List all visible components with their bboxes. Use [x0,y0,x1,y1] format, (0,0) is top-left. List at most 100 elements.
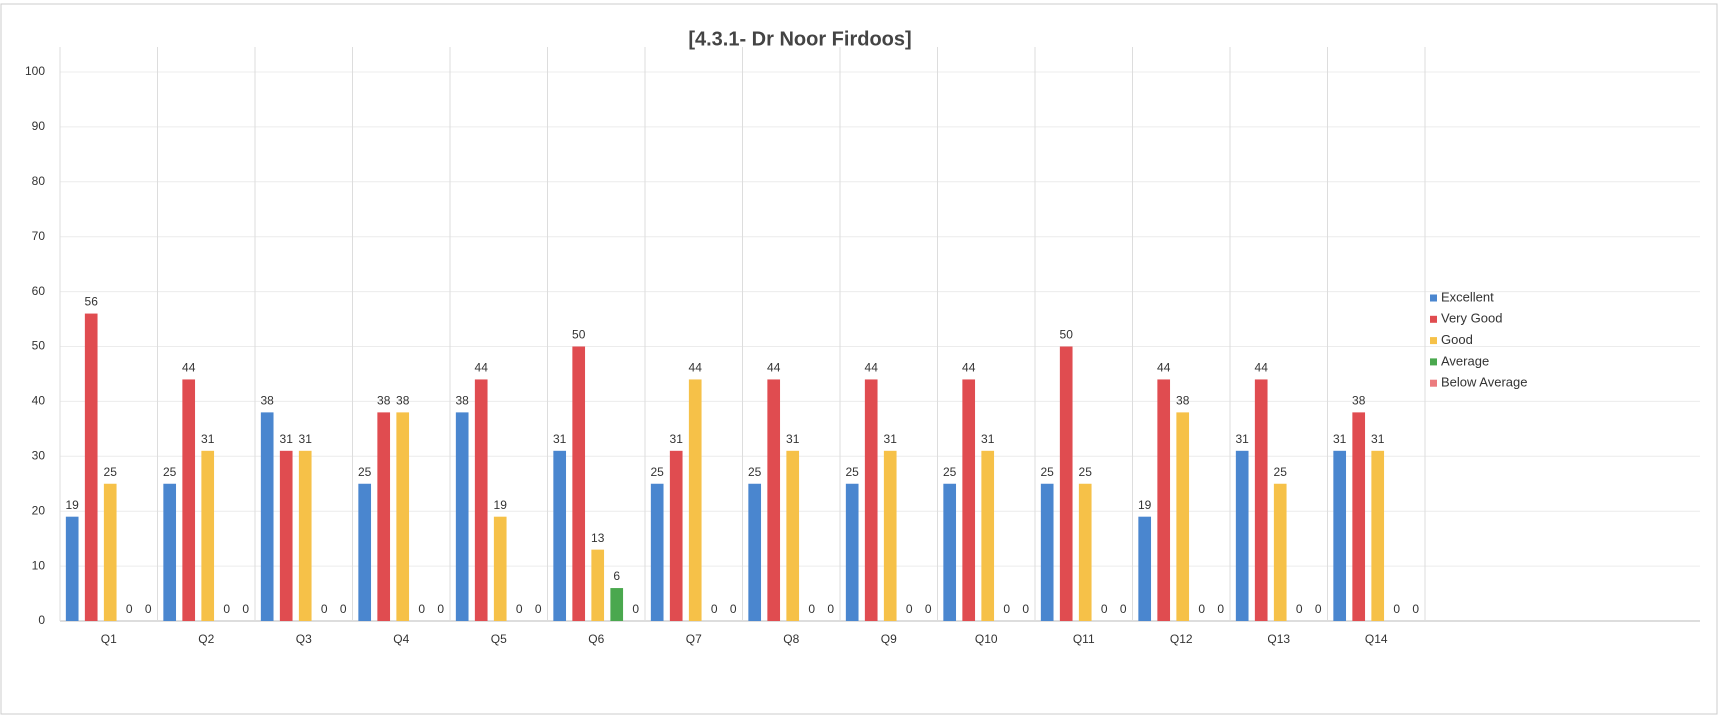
data-label: 0 [1393,602,1400,616]
y-tick-label: 30 [32,448,46,462]
legend-swatch [1430,337,1437,345]
data-label: 0 [1120,602,1127,616]
data-label: 13 [591,531,605,545]
data-label: 38 [261,394,275,408]
legend-swatch [1430,379,1437,387]
data-label: 0 [827,602,834,616]
data-label: 38 [1352,394,1366,408]
bar [864,379,878,621]
bar [455,412,469,621]
bar [1040,483,1054,621]
data-label: 38 [377,394,391,408]
data-label: 19 [1138,498,1152,512]
bar [396,412,410,621]
bar [474,379,488,621]
bar [962,379,976,621]
data-label: 19 [66,498,80,512]
data-label: 31 [670,432,684,446]
data-label: 0 [418,602,425,616]
data-label: 25 [104,465,118,479]
legend-label: Average [1441,353,1489,368]
data-label: 25 [1274,465,1288,479]
bar [298,450,312,621]
y-tick-label: 90 [32,119,46,133]
bar [1138,516,1152,621]
bar [377,412,391,621]
y-tick-label: 70 [32,229,46,243]
y-tick-label: 60 [32,284,46,298]
data-label: 0 [632,602,639,616]
data-label: 0 [223,602,230,616]
bar [981,450,995,621]
x-tick-label: Q10 [975,632,998,646]
data-label: 0 [535,602,542,616]
x-tick-label: Q2 [198,632,214,646]
data-label: 0 [1296,602,1303,616]
data-label: 0 [242,602,249,616]
legend-label: Very Good [1441,311,1502,326]
bar [610,588,624,621]
bar [65,516,79,621]
bar [1352,412,1366,621]
bar [669,450,683,621]
legend-label: Below Average [1441,375,1528,390]
chart-frame [0,3,1718,715]
data-label: 31 [299,432,313,446]
bar [845,483,859,621]
y-tick-label: 50 [32,339,46,353]
data-label: 31 [280,432,294,446]
data-label: 44 [689,361,703,375]
data-label: 31 [981,432,995,446]
data-label: 0 [925,602,932,616]
data-label: 25 [651,465,665,479]
bar [572,346,586,621]
x-tick-label: Q13 [1267,632,1290,646]
data-label: 31 [786,432,800,446]
x-tick-label: Q7 [686,632,702,646]
data-label: 0 [145,602,152,616]
data-label: 25 [748,465,762,479]
x-tick-label: Q6 [588,632,604,646]
y-tick-label: 80 [32,174,46,188]
data-label: 31 [1333,432,1347,446]
data-label: 38 [456,394,470,408]
bar [1333,450,1347,621]
data-label: 25 [1079,465,1093,479]
data-label: 31 [553,432,567,446]
x-tick-label: Q12 [1170,632,1193,646]
data-label: 0 [126,602,133,616]
bar [1078,483,1092,621]
bar [748,483,762,621]
bar [1273,483,1287,621]
data-label: 44 [475,361,489,375]
legend-swatch [1430,358,1437,366]
bar [650,483,664,621]
bar [688,379,702,621]
data-label: 0 [321,602,328,616]
data-label: 44 [962,361,976,375]
x-tick-label: Q14 [1365,632,1388,646]
data-label: 0 [1198,602,1205,616]
chart-title: [4.3.1- Dr Noor Firdoos] [688,28,911,50]
y-tick-label: 20 [32,503,46,517]
data-label: 0 [340,602,347,616]
data-label: 19 [494,498,508,512]
x-tick-label: Q1 [101,632,117,646]
y-tick-label: 40 [32,394,46,408]
data-label: 6 [613,569,620,583]
data-label: 0 [808,602,815,616]
bar [767,379,781,621]
data-label: 0 [730,602,737,616]
data-label: 38 [396,394,410,408]
bar [883,450,897,621]
y-tick-label: 100 [25,64,45,78]
bar [1371,450,1385,621]
data-label: 0 [1022,602,1029,616]
y-tick-label: 10 [32,558,46,572]
data-label: 25 [1041,465,1055,479]
data-label: 44 [1157,361,1171,375]
data-label: 50 [572,328,586,342]
legend-label: Excellent [1441,289,1494,304]
data-label: 0 [1412,602,1419,616]
